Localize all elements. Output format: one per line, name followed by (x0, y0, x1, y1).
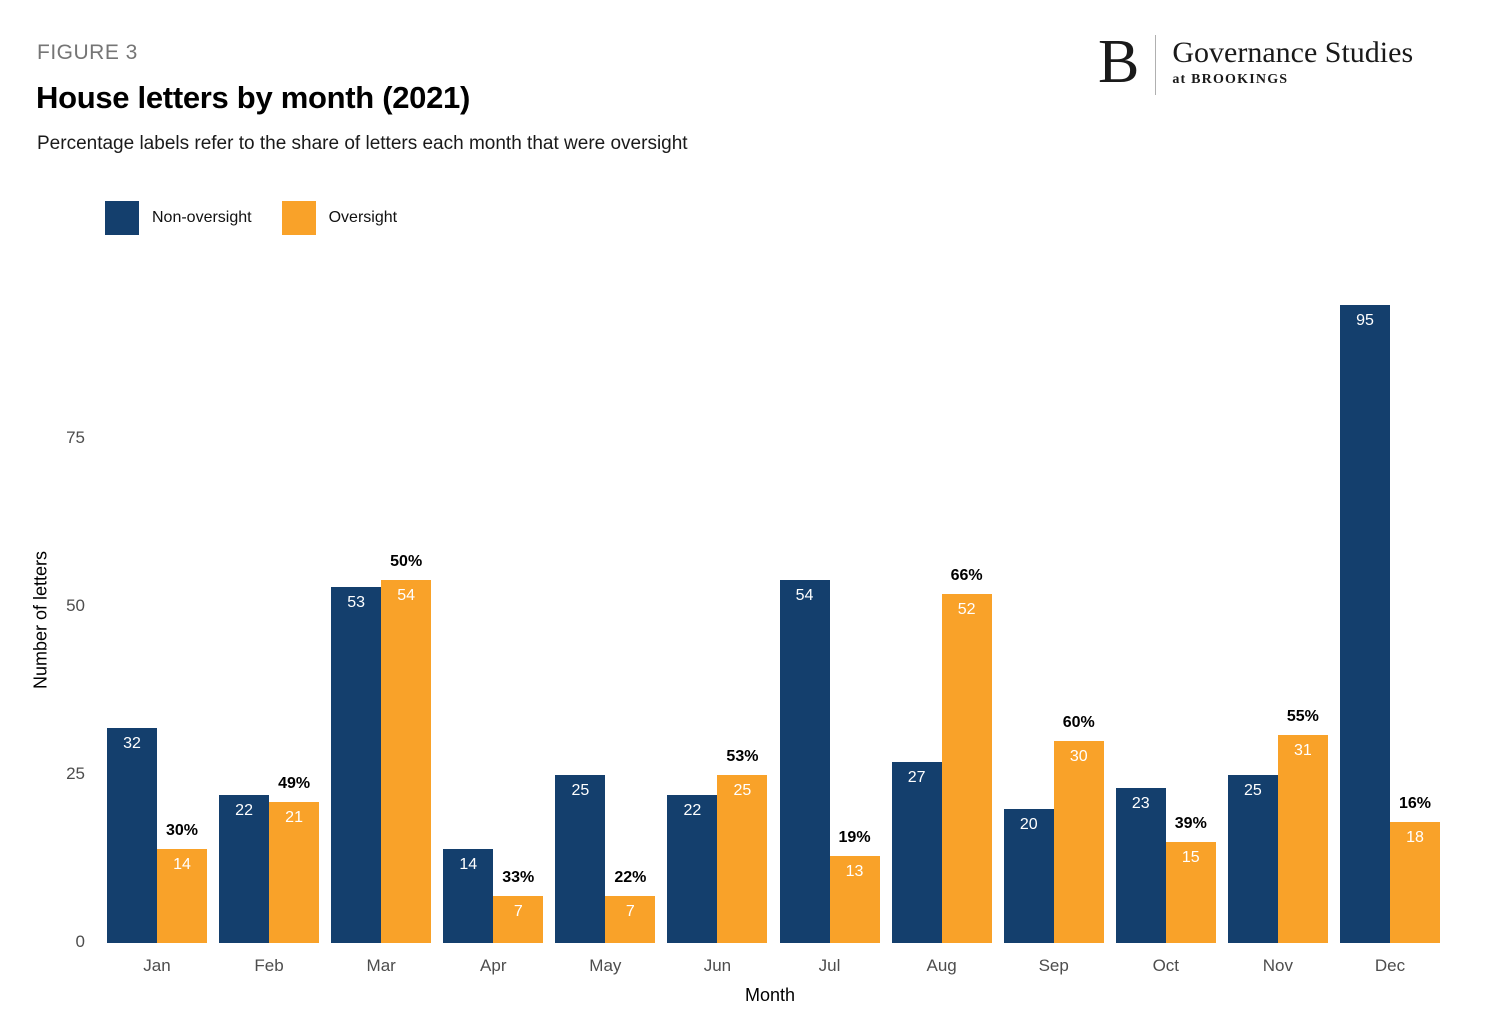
bar-value-apr-non-oversight: 14 (459, 855, 478, 873)
y-axis-tick-label: 0 (75, 932, 85, 951)
x-axis-tick-label-aug: Aug (926, 956, 957, 975)
chart-title: House letters by month (2021) (36, 80, 471, 115)
percent-label-may: 22% (614, 868, 647, 886)
legend-item-non-oversight: Non-oversight (105, 201, 252, 235)
legend-item-oversight: Oversight (281, 201, 398, 235)
bar-value-jan-non-oversight: 32 (123, 734, 141, 752)
bar-nov-non-oversight (1227, 775, 1278, 943)
percent-label-sep: 60% (1062, 714, 1095, 732)
bar-value-dec-oversight: 18 (1406, 829, 1424, 847)
bar-value-may-non-oversight: 25 (571, 782, 590, 799)
legend-swatch-non-oversight (105, 201, 139, 235)
bar-jun-non-oversight (667, 795, 718, 943)
bar-value-feb-oversight: 21 (285, 808, 303, 826)
logo-name: Governance Studies (1172, 36, 1414, 69)
bar-value-oct-non-oversight: 23 (1131, 795, 1150, 813)
bar-jul-non-oversight (779, 580, 830, 943)
brookings-logo-b-icon: B (1098, 28, 1140, 96)
percent-label-oct: 39% (1174, 815, 1207, 833)
bar-aug-oversight (941, 593, 992, 943)
logo-divider (1155, 35, 1157, 95)
bar-mar-non-oversight (331, 586, 382, 943)
bar-nov-oversight (1277, 734, 1328, 943)
bar-value-nov-oversight: 31 (1293, 741, 1312, 759)
bar-value-nov-non-oversight: 25 (1243, 782, 1262, 799)
percent-label-jul: 19% (838, 828, 871, 846)
bar-value-jan-oversight: 14 (173, 855, 191, 873)
bar-value-may-oversight: 7 (625, 902, 635, 920)
y-axis-tick-label: 50 (66, 596, 85, 615)
x-axis-tick-label-jun: Jun (703, 956, 732, 975)
legend-label-non-oversight: Non-oversight (152, 209, 252, 226)
percent-label-aug: 66% (950, 566, 983, 584)
percent-label-feb: 49% (278, 774, 311, 792)
bar-value-sep-oversight: 30 (1069, 748, 1088, 766)
x-axis-tick-label-may: May (589, 956, 622, 975)
bar-value-mar-oversight: 54 (397, 587, 416, 605)
x-axis-tick-label-apr: Apr (480, 956, 507, 975)
percent-label-mar: 50% (390, 553, 423, 571)
x-axis-tick-label-dec: Dec (1374, 956, 1406, 975)
y-axis-tick-label: 25 (66, 764, 85, 783)
x-axis-tick-label-jan: Jan (143, 956, 171, 975)
percent-label-dec: 16% (1398, 795, 1431, 813)
percent-label-jan: 30% (165, 821, 199, 839)
x-axis-tick-label-nov: Nov (1262, 956, 1293, 975)
logo-text: Governance Studies at BROOKINGS (1156, 33, 1413, 88)
x-axis-tick-label-oct: Oct (1152, 956, 1180, 975)
bar-mar-oversight (381, 580, 432, 943)
percent-label-apr: 33% (502, 868, 535, 886)
y-axis-tick-label: 75 (66, 428, 85, 447)
bar-value-jun-oversight: 25 (733, 782, 752, 799)
bar-feb-oversight (269, 801, 320, 943)
percent-label-nov: 55% (1286, 707, 1319, 725)
x-axis-tick-label-feb: Feb (254, 956, 284, 975)
bar-dec-oversight (1389, 822, 1440, 943)
bar-value-jun-non-oversight: 22 (683, 802, 702, 820)
bar-aug-non-oversight (891, 761, 942, 943)
figure-label: FIGURE 3 (37, 41, 138, 64)
bar-value-jul-non-oversight: 54 (795, 587, 814, 605)
y-axis-title: Number of letters (30, 550, 51, 690)
bar-value-aug-non-oversight: 27 (907, 768, 926, 786)
bar-value-sep-non-oversight: 20 (1019, 815, 1038, 833)
x-axis-tick-label-sep: Sep (1038, 956, 1069, 975)
bar-value-jul-oversight: 13 (845, 862, 864, 880)
bar-value-dec-non-oversight: 95 (1356, 311, 1374, 329)
bar-feb-non-oversight (219, 795, 270, 943)
logo-tagline: at BROOKINGS (1172, 72, 1289, 87)
bar-value-feb-non-oversight: 22 (235, 802, 253, 820)
bar-may-oversight (605, 895, 656, 943)
chart-subtitle: Percentage labels refer to the share of … (37, 133, 688, 154)
bar-dec-non-oversight (1339, 304, 1390, 943)
bar-sep-oversight (1053, 741, 1104, 943)
x-axis-tick-label-jul: Jul (818, 956, 841, 975)
bar-value-oct-oversight: 15 (1181, 849, 1200, 867)
bar-may-non-oversight (555, 775, 606, 943)
x-axis-title: Month (744, 985, 796, 1005)
bar-jan-oversight (157, 848, 207, 943)
bar-jan-non-oversight (107, 727, 157, 943)
percent-label-jun: 53% (726, 748, 759, 765)
legend-label-oversight: Oversight (328, 209, 398, 226)
bar-oct-oversight (1165, 842, 1216, 943)
brookings-logo: B Governance Studies at BROOKINGS (1098, 28, 1413, 96)
legend-swatch-oversight (281, 201, 316, 235)
bar-apr-non-oversight (443, 848, 494, 943)
bar-oct-non-oversight (1115, 788, 1166, 943)
x-axis-tick-label-mar: Mar (366, 956, 396, 975)
bar-jul-oversight (829, 855, 880, 943)
bar-apr-oversight (493, 895, 544, 943)
bar-value-mar-non-oversight: 53 (347, 593, 366, 611)
bar-value-aug-oversight: 52 (957, 600, 976, 618)
legend: Non-oversight Oversight (105, 201, 397, 235)
bar-value-apr-oversight: 7 (513, 902, 523, 920)
bar-jun-oversight (717, 775, 768, 943)
bar-sep-non-oversight (1003, 808, 1054, 943)
